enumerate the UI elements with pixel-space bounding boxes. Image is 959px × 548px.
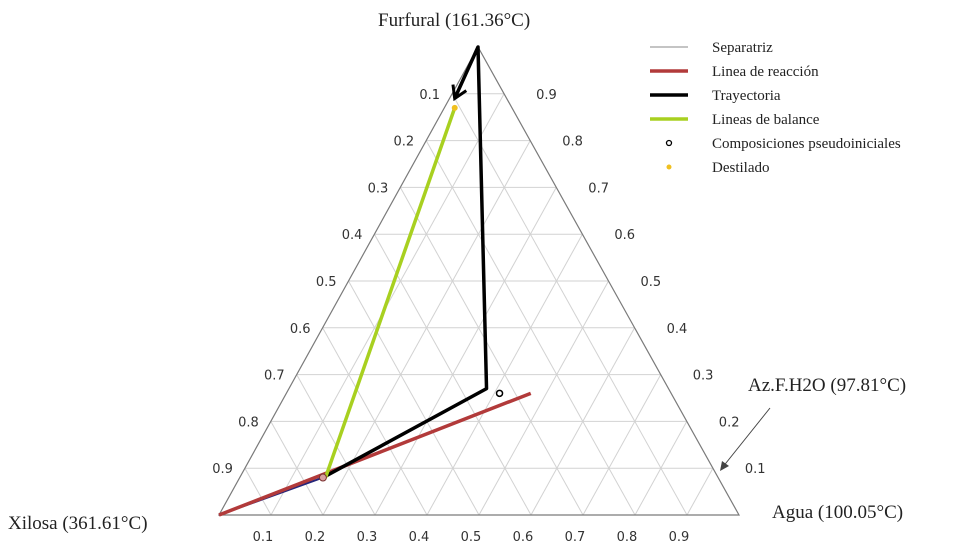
- tick-label-bottom: 0.6: [513, 530, 534, 545]
- legend-label: Separatriz: [712, 40, 773, 56]
- pseudo-initial-point: [495, 389, 504, 398]
- tick-label-right: 0.9: [536, 88, 557, 103]
- grid-line-left-family: [373, 233, 532, 516]
- tick-label-bottom: 0.2: [305, 530, 326, 545]
- chart-series: [218, 45, 532, 517]
- distillate-point: [451, 104, 458, 111]
- tick-label-left: 0.2: [394, 135, 415, 150]
- vertex-label-top: Furfural (161.36°C): [378, 10, 530, 31]
- vertex-label-bottom-right: Agua (100.05°C): [772, 502, 903, 523]
- legend-swatch: [665, 139, 673, 147]
- series-line: [218, 391, 532, 517]
- legend-swatch: [666, 164, 672, 170]
- point-label-azeotrope: Az.F.H2O (97.81°C): [748, 375, 906, 396]
- tick-label-bottom: 0.5: [461, 530, 482, 545]
- azeotrope-point: [318, 473, 327, 482]
- tick-label-right: 0.3: [693, 369, 714, 384]
- legend: Separatriz Linea de reacción Trayectoria Li…: [650, 40, 901, 176]
- chart-grid: [244, 93, 714, 516]
- tick-label-left: 0.4: [342, 228, 363, 243]
- grid-line-left-family: [451, 93, 688, 516]
- tick-label-right: 0.6: [614, 228, 635, 243]
- tick-label-bottom: 0.9: [669, 530, 690, 545]
- tick-label-right: 0.5: [641, 275, 662, 290]
- azeotrope-pointer-arrowhead: [720, 461, 729, 471]
- tick-label-right: 0.2: [719, 415, 740, 430]
- tick-label-left: 0.6: [290, 322, 311, 337]
- tick-label-left: 0.8: [238, 415, 259, 430]
- tick-label-left: 0.3: [368, 181, 389, 196]
- chart-labels: Furfural (161.36°C) Xilosa (361.61°C) Ag…: [8, 10, 906, 534]
- azeotrope-pointer-line: [721, 407, 771, 469]
- tick-label-left: 0.7: [264, 369, 285, 384]
- grid-line-left-family: [425, 140, 636, 516]
- grid-line-left-family: [322, 327, 428, 516]
- legend-label: Linea de reacción: [712, 64, 819, 80]
- triangle-frame: [217, 45, 741, 516]
- chart-annotations: [720, 407, 771, 471]
- grid-line-left-family: [244, 467, 272, 516]
- tick-label-right: 0.8: [562, 135, 583, 150]
- tick-label-right: 0.1: [745, 462, 766, 477]
- legend-label: Trayectoria: [712, 88, 781, 104]
- tick-label-bottom: 0.3: [357, 530, 378, 545]
- vertex-label-bottom-left: Xilosa (361.61°C): [8, 513, 148, 534]
- chart-ticks: 0.1 0.2 0.3 0.4 0.5 0.6 0.7 0.8 0.9 0.9 0.8 0.7 0.6 0…: [212, 88, 765, 545]
- series-line: [322, 45, 489, 480]
- grid-line-left-family: [270, 421, 324, 516]
- grid-line-left-family: [348, 280, 480, 516]
- tick-label-right: 0.4: [667, 322, 688, 337]
- tick-label-left: 0.1: [419, 88, 440, 103]
- tick-label-bottom: 0.4: [409, 530, 430, 545]
- grid-line-right-family: [374, 187, 557, 516]
- grid-line-right-family: [478, 280, 609, 516]
- legend-label: Destilado: [712, 160, 770, 176]
- series-line: [323, 107, 457, 479]
- tick-label-left: 0.5: [316, 275, 337, 290]
- tick-label-bottom: 0.1: [253, 530, 274, 545]
- tick-label-left: 0.9: [212, 462, 233, 477]
- grid-line-right-family: [582, 374, 662, 516]
- legend-label: Composiciones pseudoiniciales: [712, 136, 901, 152]
- tick-label-right: 0.7: [588, 181, 609, 196]
- legend-label: Lineas de balance: [712, 112, 820, 128]
- grid-line-left-family: [399, 187, 584, 516]
- trajectory-arrowhead: [451, 84, 468, 102]
- grid-line-right-family: [686, 467, 714, 516]
- tick-label-bottom: 0.8: [617, 530, 638, 545]
- tick-label-bottom: 0.7: [565, 530, 586, 545]
